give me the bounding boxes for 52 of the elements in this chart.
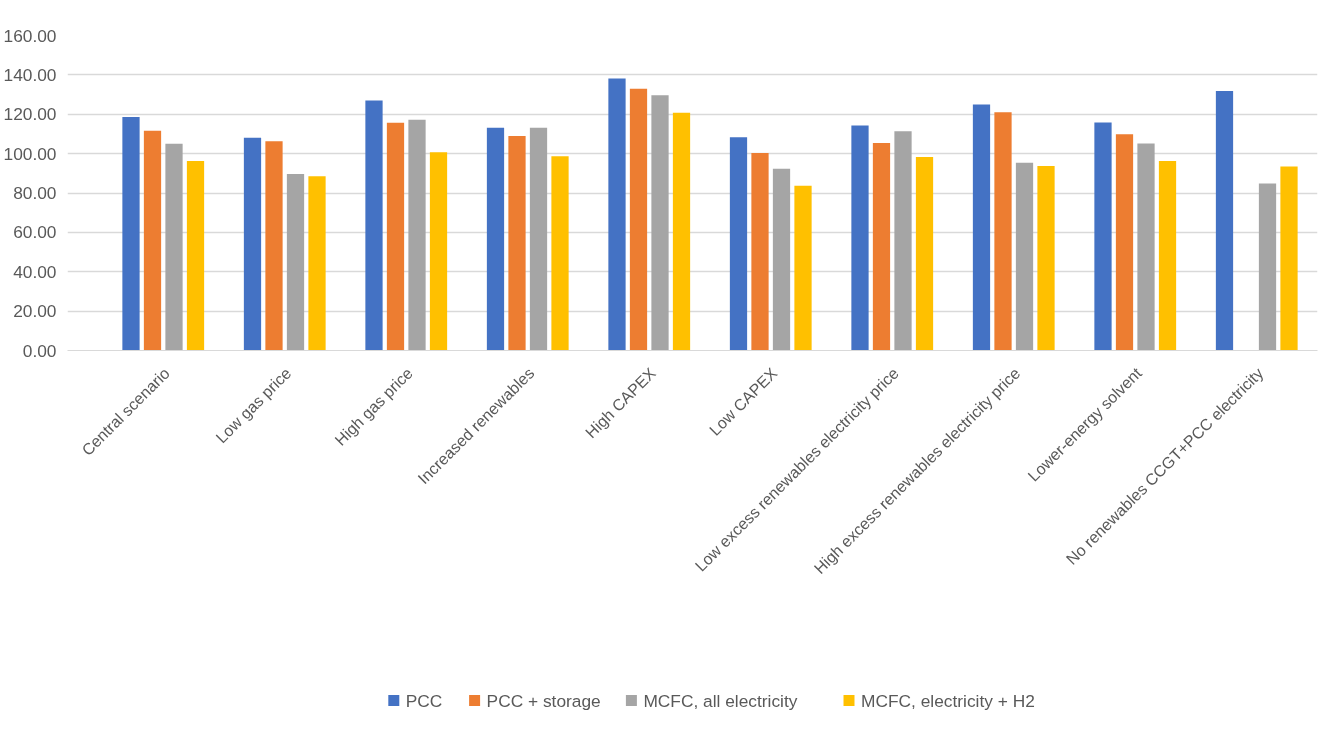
legend-label: MCFC, all electricity <box>643 690 798 711</box>
bar <box>672 112 691 351</box>
bar <box>915 156 934 351</box>
bar <box>429 152 448 351</box>
legend-label: PCC <box>405 690 443 711</box>
bar <box>608 78 626 351</box>
bar <box>551 156 569 351</box>
y-tick-label: 160.00 <box>3 25 57 46</box>
bar <box>1158 160 1177 351</box>
bar <box>265 141 283 351</box>
bar <box>751 153 769 351</box>
bar <box>365 100 383 351</box>
bar <box>1258 183 1277 351</box>
bar <box>143 130 162 351</box>
bar <box>486 127 505 351</box>
bar <box>408 119 426 351</box>
bar <box>972 104 991 351</box>
bar <box>1137 143 1155 351</box>
bar <box>772 168 791 351</box>
bar <box>529 127 548 351</box>
legend-label: PCC + storage <box>486 690 601 711</box>
bar <box>1115 134 1134 351</box>
y-tick-label: 80.00 <box>13 183 57 203</box>
y-tick-label: 100.00 <box>3 143 57 164</box>
y-tick-label: 120.00 <box>3 104 57 125</box>
bar <box>894 131 912 351</box>
y-tick-label: 0.00 <box>22 340 57 361</box>
bar <box>286 174 305 351</box>
bar <box>1094 122 1112 351</box>
bar <box>729 137 748 351</box>
y-tick-label: 20.00 <box>13 301 57 322</box>
y-tick-label: 140.00 <box>3 64 57 85</box>
bar <box>629 88 648 351</box>
bar <box>1015 162 1034 351</box>
bar <box>508 135 526 351</box>
bar <box>651 95 669 351</box>
bar <box>186 160 205 351</box>
bar <box>308 176 326 351</box>
bar <box>794 185 812 351</box>
bar <box>851 125 869 351</box>
legend-label: MCFC, electricity + H2 <box>861 690 1035 711</box>
bar <box>1215 91 1234 351</box>
bar <box>122 117 140 351</box>
bar <box>872 142 891 351</box>
bar <box>1037 166 1055 351</box>
y-tick-label: 40.00 <box>13 261 57 282</box>
y-tick-label: 60.00 <box>13 222 57 243</box>
bar <box>243 137 262 351</box>
bar <box>1280 166 1298 351</box>
bar <box>994 112 1012 351</box>
bar <box>165 143 183 351</box>
bar <box>386 122 405 351</box>
